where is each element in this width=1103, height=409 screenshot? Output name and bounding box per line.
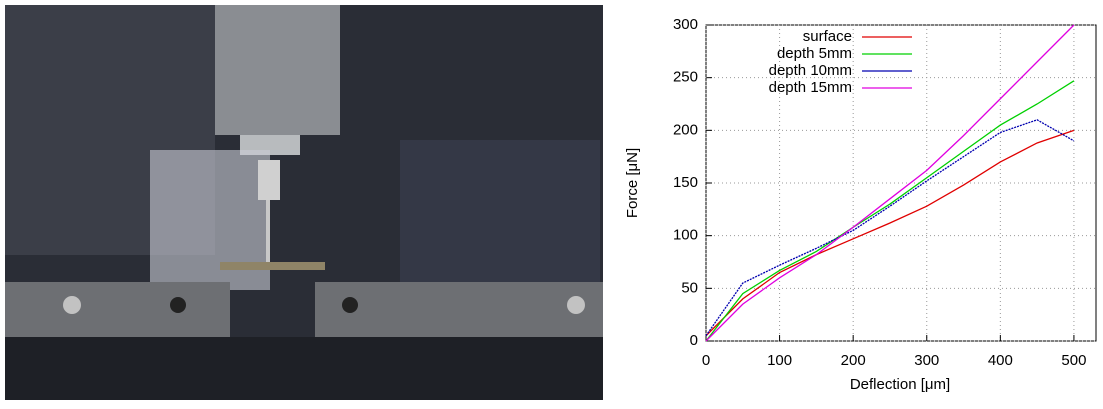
legend-label: depth 15mm [769,79,852,96]
y-tick-label: 100 [673,227,698,244]
legend-label: depth 10mm [769,62,852,79]
legend-label: depth 5mm [777,45,852,62]
series-line [705,24,1075,342]
x-tick-label: 0 [702,352,710,369]
y-tick-label: 300 [673,16,698,33]
legend-label: surface [803,28,852,45]
series-line [705,129,1075,337]
y-tick-label: 0 [690,332,698,349]
x-tick-label: 300 [914,352,939,369]
y-tick-label: 200 [673,121,698,138]
y-axis-label: Force [μN] [624,148,641,218]
x-tick-label: 400 [988,352,1013,369]
x-tick-label: 100 [767,352,792,369]
x-tick-label: 500 [1061,352,1086,369]
y-tick-label: 50 [681,279,698,296]
plot-frame [705,24,1097,342]
series-line [705,80,1075,342]
x-tick-label: 200 [841,352,866,369]
photo [5,5,603,400]
y-tick-label: 150 [673,174,698,191]
x-axis-label: Deflection [μm] [850,376,950,393]
plot: 0 50 100 150 200 250 300 0 100 200 300 400 500 surfac… [673,16,1096,369]
series-line [705,119,1075,337]
y-tick-label: 250 [673,69,698,86]
